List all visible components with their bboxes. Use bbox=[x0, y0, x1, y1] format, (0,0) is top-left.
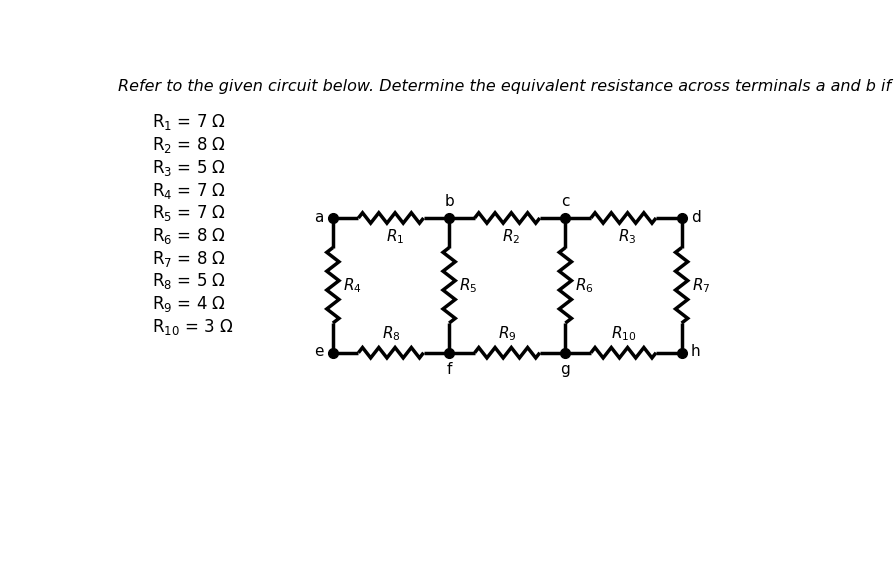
Text: f: f bbox=[446, 362, 452, 377]
Text: R$_{3}$ = 5 Ω: R$_{3}$ = 5 Ω bbox=[152, 158, 227, 178]
Text: $R_2$: $R_2$ bbox=[502, 227, 521, 246]
Text: R$_{1}$ = 7 Ω: R$_{1}$ = 7 Ω bbox=[152, 113, 227, 132]
Text: R$_{2}$ = 8 Ω: R$_{2}$ = 8 Ω bbox=[152, 135, 227, 155]
Text: R$_{6}$ = 8 Ω: R$_{6}$ = 8 Ω bbox=[152, 226, 227, 246]
Text: h: h bbox=[691, 344, 701, 360]
Text: a: a bbox=[314, 210, 323, 225]
Text: $R_8$: $R_8$ bbox=[382, 325, 401, 343]
Text: $R_6$: $R_6$ bbox=[575, 276, 594, 295]
Text: b: b bbox=[444, 194, 454, 209]
Text: R$_{9}$ = 4 Ω: R$_{9}$ = 4 Ω bbox=[152, 294, 227, 314]
Text: $R_{10}$: $R_{10}$ bbox=[611, 325, 636, 343]
Text: g: g bbox=[561, 362, 570, 377]
Text: $R_3$: $R_3$ bbox=[618, 227, 637, 246]
Text: R$_{10}$ = 3 Ω: R$_{10}$ = 3 Ω bbox=[152, 317, 234, 337]
Text: R$_{7}$ = 8 Ω: R$_{7}$ = 8 Ω bbox=[152, 249, 227, 269]
Text: $R_9$: $R_9$ bbox=[498, 325, 517, 343]
Text: c: c bbox=[561, 194, 570, 209]
Text: R$_{8}$ = 5 Ω: R$_{8}$ = 5 Ω bbox=[152, 272, 227, 291]
Text: R$_{5}$ = 7 Ω: R$_{5}$ = 7 Ω bbox=[152, 203, 227, 223]
Text: R$_{4}$ = 7 Ω: R$_{4}$ = 7 Ω bbox=[152, 180, 227, 201]
Text: Refer to the given circuit below. Determine the equivalent resistance across ter: Refer to the given circuit below. Determ… bbox=[118, 79, 892, 94]
Text: $R_1$: $R_1$ bbox=[385, 227, 404, 246]
Text: d: d bbox=[691, 210, 701, 225]
Text: $R_5$: $R_5$ bbox=[459, 276, 478, 295]
Text: e: e bbox=[314, 344, 323, 360]
Text: $R_4$: $R_4$ bbox=[343, 276, 362, 295]
Text: $R_7$: $R_7$ bbox=[692, 276, 711, 295]
